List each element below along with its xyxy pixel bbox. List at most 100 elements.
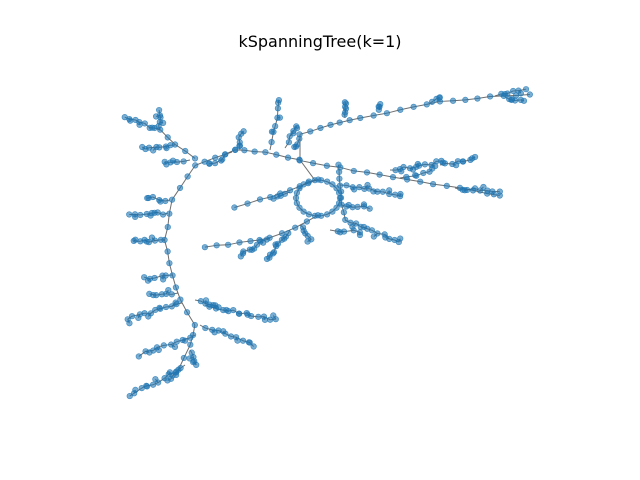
tree-node [377, 101, 384, 108]
tree-node [184, 173, 191, 180]
tree-node [255, 313, 262, 320]
tree-node [166, 260, 173, 267]
tree-node [159, 119, 167, 127]
tree-node [157, 198, 164, 205]
tree-node [324, 178, 331, 185]
tree-node [230, 307, 237, 314]
tree-node [284, 154, 292, 161]
tree-node [490, 191, 497, 198]
tree-node [449, 97, 457, 104]
tree-node [235, 310, 243, 317]
tree-node [136, 121, 143, 128]
tree-node [172, 299, 179, 306]
tree-node [176, 184, 184, 192]
tree-node [336, 119, 343, 126]
tree-node [244, 200, 251, 207]
tree-node [274, 105, 282, 112]
tree-node [182, 337, 189, 344]
tree-node [191, 155, 199, 162]
tree-node [522, 86, 530, 93]
tree-node [296, 157, 303, 164]
tree-node [421, 161, 429, 168]
tree-node [368, 227, 376, 234]
tree-node [370, 233, 377, 240]
tree-node [336, 175, 343, 182]
tree-node [300, 227, 307, 234]
tree-node [382, 234, 389, 241]
tree-node [126, 392, 133, 400]
tree-node [354, 203, 361, 210]
tree-node [251, 148, 258, 155]
tree-node [340, 209, 347, 216]
tree-node [141, 120, 148, 127]
tree-node [135, 353, 142, 360]
tree-node [160, 342, 167, 349]
tree-node [469, 155, 476, 162]
tree-node [250, 343, 257, 350]
tree-node [164, 248, 171, 255]
tree-node [147, 212, 154, 219]
tree-node [164, 377, 171, 384]
tree-node [166, 210, 173, 217]
tree-node [412, 172, 419, 179]
tree-node [211, 329, 218, 336]
tree-node [376, 171, 383, 178]
tree-node [304, 238, 311, 245]
tree-node [443, 182, 450, 190]
tree-node [244, 311, 251, 318]
tree-node [496, 188, 503, 195]
tree-node [398, 168, 405, 175]
tree-node [180, 158, 187, 165]
tree-node [480, 183, 487, 191]
tree-node [366, 205, 373, 212]
tree-node [286, 187, 294, 194]
tree-node [146, 349, 153, 356]
tree-node [160, 276, 167, 283]
tree-node [139, 143, 146, 151]
tree-node [333, 204, 340, 211]
tree-node [370, 188, 377, 195]
tree-node [206, 160, 213, 167]
tree-node [278, 230, 286, 237]
tree-node [149, 124, 156, 131]
tree-node [268, 128, 276, 135]
tree-node [187, 341, 194, 348]
tree-node [262, 149, 269, 156]
tree-node [269, 250, 277, 257]
tree-node [172, 284, 180, 291]
tree-node [260, 239, 267, 246]
tree-node [323, 162, 330, 169]
tree-node [261, 316, 269, 323]
tree-node [292, 224, 299, 231]
node-layer [121, 86, 533, 400]
tree-node [292, 194, 300, 202]
tree-node [155, 346, 162, 354]
tree-node [309, 160, 317, 167]
tree-node [335, 161, 342, 168]
tree-node [220, 328, 227, 335]
tree-node [337, 194, 345, 201]
tree-node [234, 337, 241, 344]
tree-node [190, 359, 197, 366]
tree-node [375, 106, 382, 113]
tree-node [126, 211, 133, 218]
tree-node [343, 182, 350, 189]
tree-node [164, 134, 171, 141]
tree-node [270, 312, 277, 319]
tree-node [137, 211, 144, 219]
tree-node [150, 292, 157, 299]
tree-node [520, 97, 528, 104]
tree-node [182, 147, 189, 155]
tree-node [227, 333, 235, 340]
tree-node [423, 101, 430, 108]
tree-node [409, 166, 417, 173]
tree-node [383, 110, 391, 117]
tree-node [293, 124, 301, 132]
tree-node [360, 201, 368, 208]
tree-node [341, 99, 348, 106]
tree-node [248, 246, 256, 253]
tree-node [177, 364, 184, 372]
tree-node [169, 157, 177, 164]
tree-node [240, 128, 247, 135]
tree-node [168, 196, 176, 203]
